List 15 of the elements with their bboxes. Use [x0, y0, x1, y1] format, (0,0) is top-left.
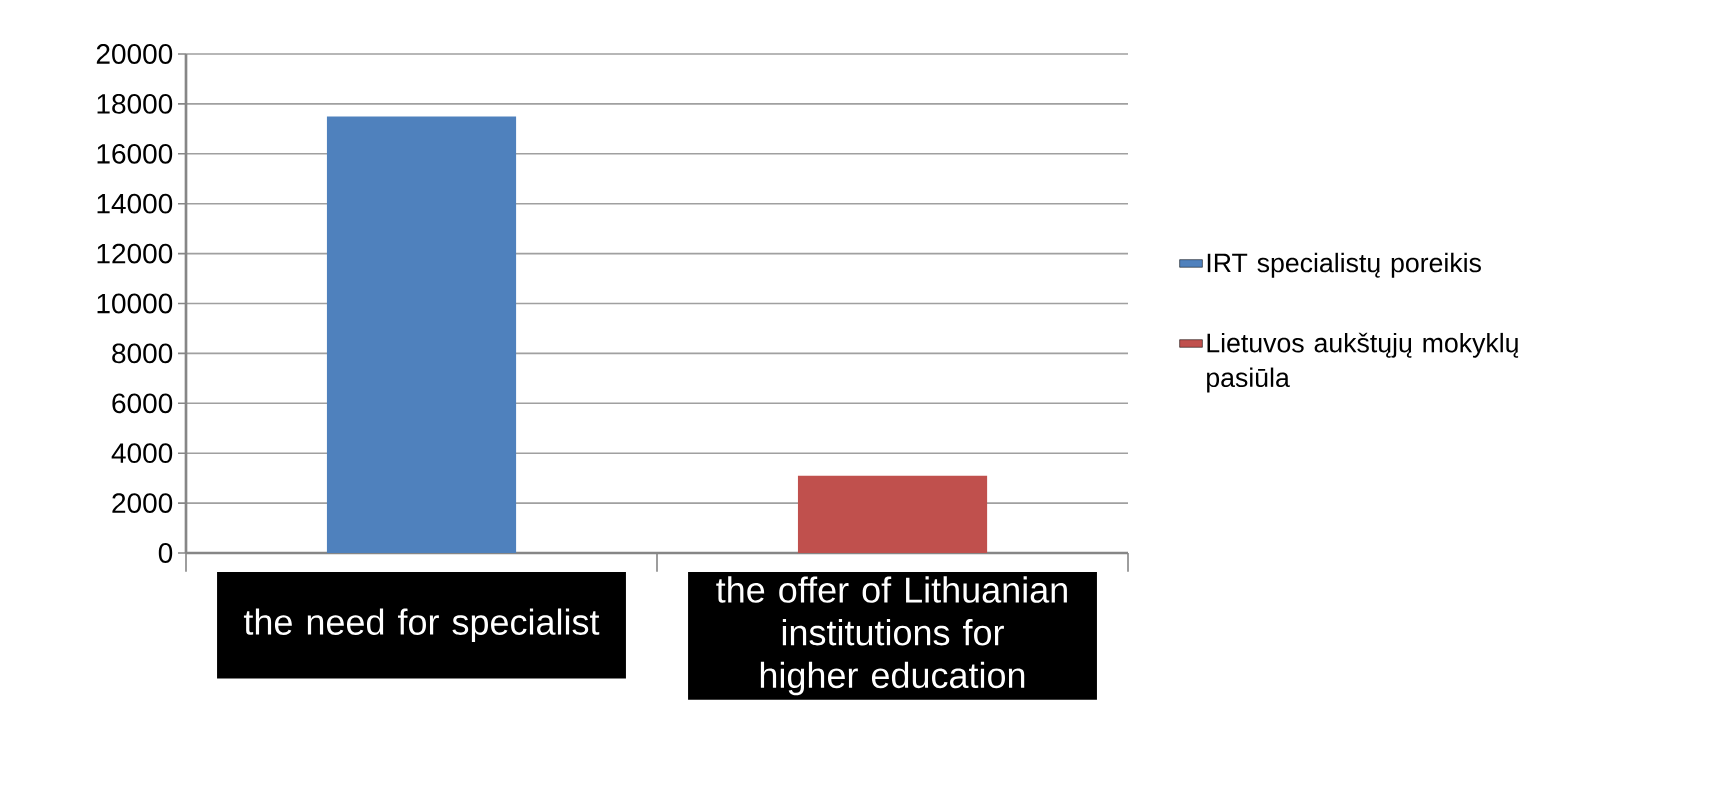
y-tick-label: 4000 [111, 443, 173, 464]
y-tick-label: 16000 [97, 143, 173, 164]
y-tick-label: 20000 [96, 44, 173, 64]
legend-label: IRT specialistų poreikis [1207, 252, 1481, 278]
y-tick-label: 6000 [112, 393, 173, 414]
legend-label: Lietuvos aukštųjų mokyklų pasiūla [1207, 332, 1519, 393]
y-tick-label: 12000 [97, 243, 173, 264]
y-tick-label: 8000 [112, 343, 173, 364]
y-tick-label: 18000 [97, 93, 173, 114]
x-tick-label: the need for specialist [243, 608, 600, 643]
y-tick-label: 0 [158, 543, 173, 563]
y-tick-label: 2000 [112, 493, 173, 514]
y-tick-label: 10000 [97, 293, 173, 314]
x-tick-label: the offer of Lithuanian institutions for higher education [716, 576, 1067, 696]
y-tick-label: 14000 [97, 193, 173, 214]
